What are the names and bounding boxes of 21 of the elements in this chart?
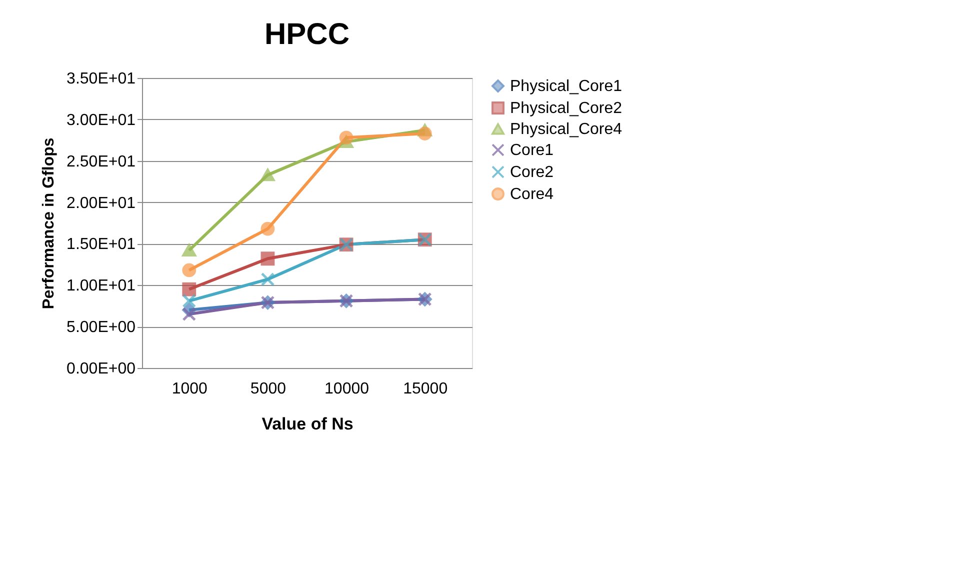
y-tick-label: 2.00E+01	[66, 194, 136, 212]
legend-label: Physical_Core1	[510, 78, 622, 95]
legend-label: Core2	[510, 164, 554, 181]
x-tick-label: 1000	[172, 380, 208, 398]
chart-title: HPCC	[264, 18, 350, 51]
y-tick-label: 1.50E+01	[66, 236, 136, 254]
y-tick-label: 3.50E+01	[66, 70, 136, 88]
x-tick-label: 15000	[403, 380, 448, 398]
y-tick-label: 2.50E+01	[66, 153, 136, 170]
y-tick-label: 5.00E+00	[66, 319, 136, 336]
x-axis-title: Value of Ns	[262, 414, 354, 434]
y-axis-title: Performance in Gflops	[40, 138, 58, 310]
legend-label: Physical_Core2	[510, 100, 622, 117]
y-tick-label: 1.00E+01	[66, 278, 136, 295]
legend-label: Core4	[510, 186, 554, 203]
legend-label: Core1	[510, 142, 554, 159]
x-tick-label: 10000	[324, 380, 370, 398]
x-tick-label: 5000	[250, 380, 286, 398]
y-tick-label: 0.00E+00	[66, 360, 136, 378]
legend-label: Physical_Core4	[510, 121, 622, 138]
y-tick-label: 3.00E+01	[66, 112, 136, 129]
